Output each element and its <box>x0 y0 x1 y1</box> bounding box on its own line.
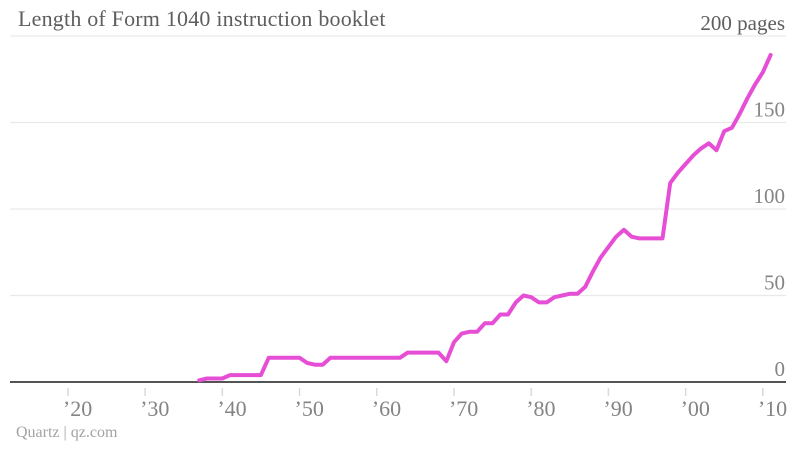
x-tick-label-2010: ’10 <box>758 396 787 421</box>
x-tick-label-1940: ’40 <box>217 396 246 421</box>
x-tick-label-2000: ’00 <box>681 396 710 421</box>
x-tick-label-1930: ’30 <box>140 396 169 421</box>
y-tick-label-50: 50 <box>764 271 785 295</box>
x-tick-label-1990: ’90 <box>603 396 632 421</box>
x-tick-label-1950: ’50 <box>295 396 324 421</box>
x-tick-label-1920: ’20 <box>63 396 92 421</box>
chart-source-credit: Quartz | qz.com <box>16 424 118 441</box>
y-tick-label-200: 200 pages <box>700 11 785 35</box>
x-tick-label-1960: ’60 <box>372 396 401 421</box>
x-tick-label-1970: ’70 <box>449 396 478 421</box>
y-tick-label-150: 150 <box>754 98 786 122</box>
y-tick-label-0: 0 <box>775 357 786 381</box>
chart-title: Length of Form 1040 instruction booklet <box>18 6 386 31</box>
data-line-form-1040-pages <box>197 53 773 383</box>
y-tick-label-100: 100 <box>754 184 786 208</box>
x-tick-label-1980: ’80 <box>526 396 555 421</box>
